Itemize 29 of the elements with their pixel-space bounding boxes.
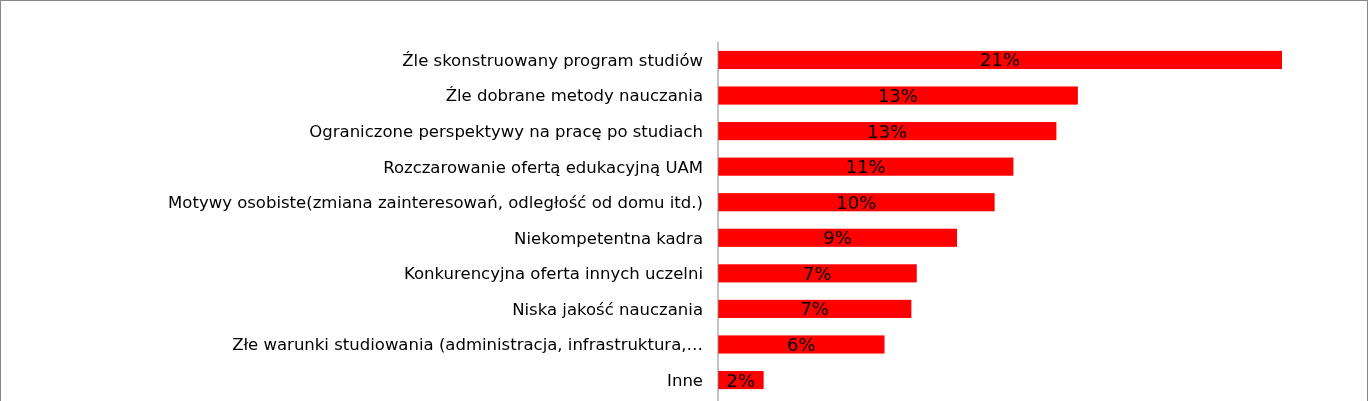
bar xyxy=(718,264,917,283)
data-label: 9% xyxy=(823,227,852,249)
y-tick-label: Motywy osobiste(zmiana zainteresowań, odległość od domu itd.) xyxy=(168,193,703,213)
y-tick-label: Konkurencyjna oferta innych uczelni xyxy=(404,264,703,284)
bar xyxy=(718,122,1057,141)
bar xyxy=(718,299,912,318)
y-tick-label: Złe warunki studiowania (administracja, infrastruktura,… xyxy=(232,335,703,355)
y-tick-label: Źle dobrane metody nauczania xyxy=(445,86,703,106)
data-label: 13% xyxy=(867,120,908,142)
data-label: 13% xyxy=(877,85,918,106)
bar xyxy=(718,228,958,247)
bar xyxy=(718,335,885,354)
data-label: 11% xyxy=(845,156,886,178)
y-tick-label: Rozczarowanie ofertą edukacyjną UAM xyxy=(383,157,703,177)
y-tick-label: Ograniczone perspektywy na pracę po studiach xyxy=(309,122,703,142)
data-label: 2% xyxy=(726,369,756,391)
data-label: 7% xyxy=(800,298,829,320)
data-label: 10% xyxy=(836,191,877,213)
y-tick-label: Źle skonstruowany program studiów xyxy=(402,50,703,70)
bar xyxy=(718,86,1078,105)
data-label: 7% xyxy=(803,262,832,284)
y-tick-label: Inne xyxy=(667,370,703,390)
bar xyxy=(718,157,1014,176)
data-label: 6% xyxy=(786,333,816,355)
data-label: 21% xyxy=(979,49,1021,71)
bar xyxy=(718,50,1282,70)
bar xyxy=(718,193,995,212)
y-tick-label: Niska jakość nauczania xyxy=(512,299,703,319)
y-tick-label: Niekompetentna kadra xyxy=(514,228,703,248)
